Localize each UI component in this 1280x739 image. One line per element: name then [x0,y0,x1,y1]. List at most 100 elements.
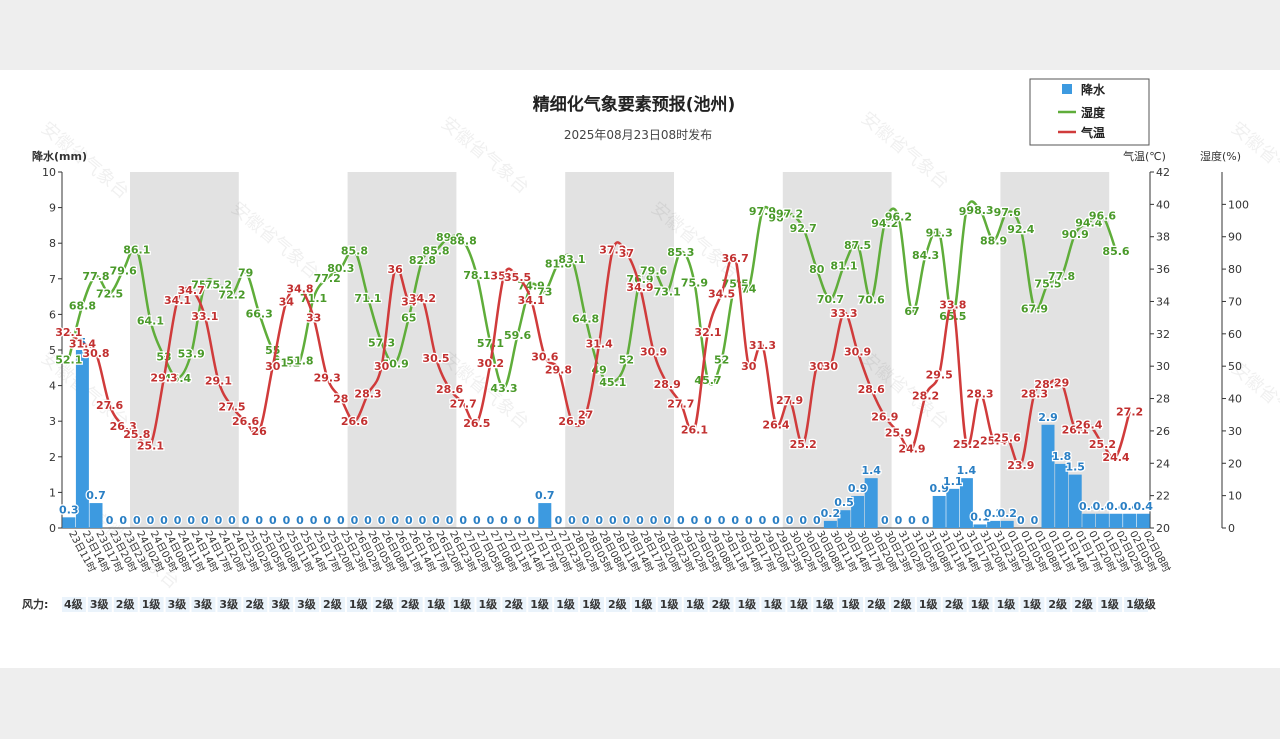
wind-cell-bg [865,597,889,612]
humidity-point-label: 52 [619,354,634,367]
temperature-point-label: 27.6 [96,399,123,412]
wind-level: 1级级 [1126,597,1157,611]
humidity-point-label: 55 [265,344,280,357]
wind-level: 3级 [194,597,214,611]
temperature-point-label: 34.1 [518,294,545,307]
precip-bar [823,520,837,528]
precip-value-label: 1.4 [861,464,881,477]
precip-value-label: 2.9 [1038,411,1058,424]
precip-value-label: 0 [555,514,563,527]
wind-level: 1级 [1100,597,1120,611]
temperature-point-label: 28.9 [654,378,681,391]
precip-value-label: 0 [609,514,617,527]
temperature-point-label: 27 [578,409,593,422]
legend-precip-swatch [1062,84,1072,94]
temp-axis-tick-label: 34 [1156,295,1170,308]
temperature-point-label: 26.5 [463,417,490,430]
precip-value-label: 0.4 [1133,500,1153,513]
temperature-point-label: 32.1 [55,326,82,339]
precip-value-label: 0 [595,514,603,527]
wind-level: 1级 [919,597,939,611]
wind-cell-bg [502,597,527,612]
humidity-point-label: 68.8 [69,299,96,312]
wind-level: 2级 [1074,597,1094,611]
humidity-point-label: 77.2 [314,272,341,285]
precip-value-label: 1.1 [943,475,963,488]
temperature-point-label: 27.2 [1116,405,1143,418]
precip-bar [62,517,76,528]
humidity-series: 52.168.877.872.579.686.164.15346.453.975… [54,200,1131,396]
humidity-point-label: 72.5 [96,287,123,300]
humidity-point-label: 79.6 [640,264,667,277]
wind-cell-bg [1124,597,1148,612]
humidity-axis-tick-label: 100 [1228,198,1249,211]
precip-value-label: 0 [337,514,345,527]
humidity-point-label: 45.7 [694,374,721,387]
left-axis-label: 降水(mm) [32,149,87,163]
wind-cell-bg [139,597,164,612]
wind-cell-bg [217,597,242,612]
temperature-point-label: 24.9 [898,443,925,456]
wind-level: 2级 [245,597,265,611]
legend-humidity-label: 湿度 [1081,105,1106,120]
day-bands [130,172,1110,528]
temperature-point-label: 30.2 [477,357,504,370]
temp-axis-tick-label: 32 [1156,328,1170,341]
wind-cell-bg [890,597,915,612]
wind-level: 3级 [168,597,188,611]
wind-row: 风力: 4级 3级 2级 1级 3级 3级 3级 2级 3级 3级 2级 1级 2级 2级 1级 1级 1级 2级 1… [22,597,1157,612]
temperature-point-label: 27.5 [218,401,245,414]
humidity-point-label: 94.2 [871,217,898,230]
left-axis-tick-label: 4 [49,380,56,393]
temperature-point-label: 25.2 [953,438,980,451]
precip-bar [1136,513,1150,528]
humidity-point-label: 51.8 [286,354,313,367]
x-tick-labels: 23日11时23日14时23日17时23日20时23日23时24日02时24日0… [66,529,1172,575]
temperature-point-label: 30 [374,360,390,373]
precip-bar [89,503,103,528]
humidity-point-label: 78.1 [463,269,490,282]
precip-value-label: 0 [745,514,753,527]
precip-value-label: 0 [514,514,522,527]
precip-value-label: 0 [500,514,508,527]
humidity-point-label: 84.3 [912,249,939,262]
wind-level: 2级 [375,597,395,611]
humidity-axis-tick-label: 60 [1228,328,1242,341]
temperature-point-label: 29.1 [205,375,232,388]
precip-value-label: 0 [582,514,590,527]
temperature-point-label: 26.6 [558,415,585,428]
precip-value-label: 0 [174,514,182,527]
humidity-point-label: 80 [809,263,825,276]
temperature-point-label: 25.2 [1089,438,1116,451]
humidity-point-label: 91.3 [926,227,953,240]
humidity-point-label: 96.6 [1089,209,1116,222]
wind-level: 1级 [556,597,576,611]
humidity-point-label: 83.1 [558,253,585,266]
temperature-point-label: 28.6 [858,383,885,396]
temperature-point-label: 31.3 [749,339,776,352]
humidity-point-label: 85.8 [422,244,449,257]
temp-axis-tick-label: 36 [1156,263,1170,276]
precip-bar [1123,513,1137,528]
day-band [130,172,239,528]
temperature-point-label: 33.8 [939,299,966,312]
precip-value-label: 0 [922,514,930,527]
temperature-point-label: 30.6 [531,350,558,363]
humidity-line [67,200,1118,390]
wind-level: 1级 [453,597,473,611]
temp-axis-tick-label: 42 [1156,166,1170,179]
wind-level: 2级 [608,597,628,611]
wind-level: 1级 [997,597,1017,611]
precip-value-label: 0 [704,514,712,527]
axes: 0123456789102022242628303234363840420102… [42,166,1249,535]
precip-value-label: 0 [419,514,427,527]
wind-cell-bg [580,597,604,612]
temp-axis-tick-label: 22 [1156,490,1170,503]
humidity-point-label: 72.2 [218,288,245,301]
temperature-point-label: 30 [741,360,757,373]
precip-bars: 0.350.70 0 0 0 0 0 0 0 0 0 0 0 0 0 0 0 0 0 0 0 0 0 0 0 0 0 0 0 0 0 0 00… [58,335,1155,529]
temperature-point-label: 25.2 [790,438,817,451]
wind-cell-bg [942,597,967,612]
temperature-point-label: 26 [252,425,268,438]
